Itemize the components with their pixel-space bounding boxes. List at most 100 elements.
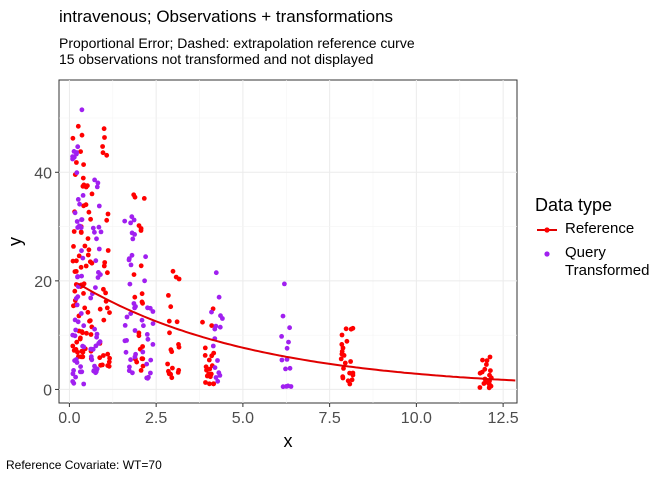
reference-point-3-11 bbox=[131, 192, 137, 198]
query-point-2-10 bbox=[130, 236, 136, 242]
x-tick-label-0: 0.0 bbox=[58, 410, 80, 427]
query-point-3-4 bbox=[150, 342, 156, 347]
query-point-5-3 bbox=[286, 339, 291, 345]
reference-point-5-14 bbox=[211, 350, 217, 356]
query-point-0-43 bbox=[70, 332, 76, 338]
query-point-0-36 bbox=[75, 144, 81, 150]
reference-point-1-20 bbox=[78, 230, 84, 235]
query-point-3-9 bbox=[144, 361, 150, 367]
y-tick-label-2: 40 bbox=[34, 165, 52, 182]
reference-point-6-17 bbox=[350, 372, 356, 378]
reference-point-2-16 bbox=[101, 263, 107, 269]
query-point-1-20 bbox=[92, 229, 97, 235]
query-point-2-7 bbox=[122, 323, 128, 328]
query-point-0-39 bbox=[71, 149, 77, 154]
reference-point-3-8 bbox=[138, 368, 144, 373]
reference-point-3-20 bbox=[134, 359, 140, 365]
query-point-2-16 bbox=[129, 252, 135, 258]
chart-subtitle-line-1: Proportional Error; Dashed: extrapolatio… bbox=[59, 35, 415, 51]
reference-point-2-17 bbox=[105, 211, 111, 217]
query-point-4-15 bbox=[217, 324, 223, 330]
reference-point-3-17 bbox=[131, 272, 137, 277]
query-points bbox=[70, 107, 294, 390]
plot-panel bbox=[58, 79, 518, 404]
query-point-5-12 bbox=[287, 365, 293, 371]
reference-point-4-5 bbox=[167, 330, 172, 336]
reference-point-2-23 bbox=[105, 351, 111, 357]
query-point-4-13 bbox=[220, 316, 225, 321]
query-point-2-20 bbox=[133, 304, 138, 309]
query-point-1-14 bbox=[92, 326, 97, 332]
legend-key-reference bbox=[537, 227, 557, 233]
query-point-1-30 bbox=[91, 368, 97, 373]
reference-point-3-5 bbox=[139, 299, 145, 305]
query-point-2-27 bbox=[127, 281, 133, 287]
query-point-1-27 bbox=[92, 177, 97, 183]
query-point-0-22 bbox=[79, 217, 84, 223]
query-point-5-6 bbox=[287, 325, 292, 331]
reference-point-6-9 bbox=[340, 345, 346, 351]
reference-point-1-15 bbox=[86, 247, 92, 253]
reference-point-0-35 bbox=[72, 288, 78, 294]
query-point-3-3 bbox=[141, 323, 146, 329]
query-point-0-29 bbox=[77, 224, 83, 229]
query-point-2-1 bbox=[124, 314, 130, 320]
reference-point-4-7 bbox=[176, 367, 182, 373]
query-point-4-8 bbox=[212, 365, 218, 370]
query-point-4-6 bbox=[213, 270, 219, 276]
reference-point-2-11 bbox=[101, 353, 106, 358]
reference-point-2-20 bbox=[102, 260, 108, 265]
legend: Data type Reference Query Transformed bbox=[535, 195, 649, 284]
query-point-1-31 bbox=[95, 180, 101, 186]
legend-title: Data type bbox=[535, 195, 613, 215]
legend-label-query: Query Transformed bbox=[565, 244, 650, 279]
reference-point-7-13 bbox=[488, 368, 493, 373]
query-point-0-35 bbox=[75, 274, 81, 279]
query-point-2-19 bbox=[133, 351, 139, 357]
x-axis-ticks: 0.0 2.5 5.0 7.5 10.0 12.5 bbox=[58, 403, 519, 427]
query-point-0-23 bbox=[72, 210, 78, 216]
query-point-1-28 bbox=[89, 346, 94, 352]
query-point-2-15 bbox=[124, 338, 129, 343]
query-point-2-21 bbox=[132, 328, 138, 333]
reference-point-4-19 bbox=[169, 349, 175, 355]
query-point-1-29 bbox=[94, 331, 100, 337]
reference-point-3-4 bbox=[139, 356, 145, 362]
reference-point-2-12 bbox=[100, 150, 106, 156]
query-point-0-38 bbox=[72, 358, 77, 363]
reference-point-1-10 bbox=[85, 309, 91, 315]
query-point-2-24 bbox=[126, 368, 132, 374]
query-point-5-13 bbox=[284, 384, 289, 389]
reference-point-1-16 bbox=[81, 281, 87, 287]
reference-point-3-21 bbox=[132, 294, 138, 300]
query-point-0-25 bbox=[74, 170, 80, 176]
reference-point-0-32 bbox=[73, 269, 79, 274]
query-point-5-1 bbox=[280, 313, 286, 319]
reference-point-7-12 bbox=[484, 358, 490, 363]
reference-point-6-13 bbox=[348, 359, 353, 364]
reference-point-3-15 bbox=[140, 363, 146, 369]
reference-point-4-17 bbox=[170, 268, 176, 274]
query-point-2-23 bbox=[132, 232, 138, 237]
reference-point-5-11 bbox=[207, 366, 213, 372]
reference-curve bbox=[77, 282, 516, 382]
reference-point-0-33 bbox=[78, 149, 83, 155]
query-point-3-8 bbox=[150, 309, 156, 314]
x-tick-label-1: 2.5 bbox=[145, 410, 167, 427]
reference-point-0-22 bbox=[70, 135, 76, 141]
query-point-5-8 bbox=[288, 384, 294, 389]
query-point-1-11 bbox=[96, 270, 101, 275]
query-point-0-3 bbox=[74, 302, 80, 308]
query-point-1-22 bbox=[97, 339, 103, 345]
reference-point-5-8 bbox=[206, 357, 212, 363]
reference-point-2-15 bbox=[107, 310, 112, 315]
reference-point-6-5 bbox=[343, 326, 349, 332]
query-point-4-9 bbox=[215, 358, 220, 363]
reference-point-2-21 bbox=[105, 248, 111, 253]
query-point-3-11 bbox=[148, 357, 154, 363]
reference-point-6-20 bbox=[345, 378, 351, 384]
query-point-2-2 bbox=[126, 364, 132, 370]
reference-point-2-13 bbox=[98, 362, 103, 368]
reference-point-1-3 bbox=[80, 330, 85, 336]
query-point-0-28 bbox=[80, 193, 86, 198]
